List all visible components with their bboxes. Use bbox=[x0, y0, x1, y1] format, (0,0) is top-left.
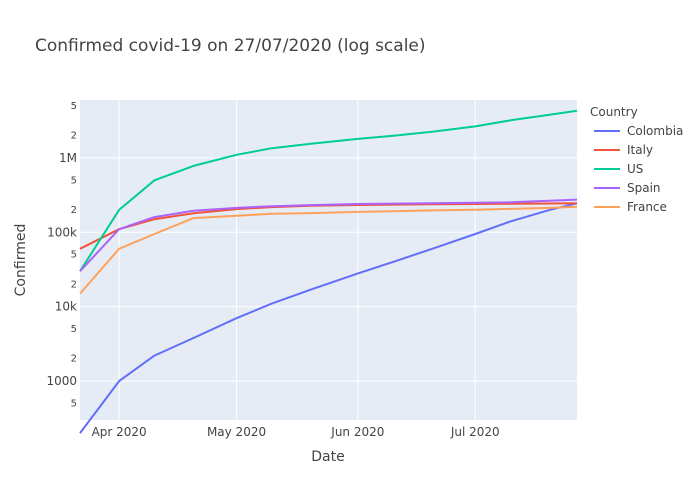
x-tick-labels: Apr 2020 May 2020 Jun 2020 Jul 2020 bbox=[92, 425, 500, 439]
y-tick-label: 1000 bbox=[46, 374, 77, 388]
y-minor-tick-label: 2 bbox=[71, 130, 77, 141]
series-line-spain bbox=[79, 198, 578, 272]
legend-title: Country bbox=[590, 105, 638, 119]
series-line-france bbox=[79, 205, 578, 295]
y-tick-label: 100k bbox=[47, 225, 77, 239]
legend-item-us[interactable]: US bbox=[627, 162, 643, 176]
grid bbox=[80, 100, 577, 420]
y-minor-tick-label: 5 bbox=[71, 250, 77, 261]
legend-item-spain[interactable]: Spain bbox=[627, 181, 661, 195]
legend-item-colombia[interactable]: Colombia bbox=[627, 124, 683, 138]
x-tick-label: Apr 2020 bbox=[92, 425, 147, 439]
legend-item-france[interactable]: France bbox=[627, 200, 667, 214]
x-tick-label: Jul 2020 bbox=[450, 425, 500, 439]
x-tick-label: May 2020 bbox=[207, 425, 266, 439]
y-minor-tick-label: 2 bbox=[71, 205, 77, 216]
y-minor-tick-label: 5 bbox=[71, 324, 77, 335]
legend[interactable]: Country Colombia Italy US Spain France bbox=[590, 105, 683, 214]
x-axis-title: Date bbox=[311, 449, 344, 465]
plot-area bbox=[80, 100, 577, 420]
legend-item-italy[interactable]: Italy bbox=[627, 143, 653, 157]
y-minor-tick-label: 2 bbox=[71, 279, 77, 290]
y-minor-tick-label: 2 bbox=[71, 354, 77, 365]
y-tick-label: 1M bbox=[59, 151, 77, 165]
y-minor-tick-label: 5 bbox=[71, 398, 77, 409]
series-lines bbox=[79, 109, 578, 434]
series-line-colombia bbox=[79, 202, 578, 434]
x-tick-label: Jun 2020 bbox=[330, 425, 384, 439]
y-minor-tick-label: 5 bbox=[71, 101, 77, 112]
y-tick-labels: 1000 10k 100k 1M 5 2 5 2 5 2 5 2 5 bbox=[46, 101, 77, 410]
y-minor-tick-label: 5 bbox=[71, 175, 77, 186]
series-line-us bbox=[79, 109, 578, 272]
y-axis-title: Confirmed bbox=[13, 224, 29, 297]
chart-title: Confirmed covid-19 on 27/07/2020 (log sc… bbox=[35, 36, 426, 56]
y-tick-label: 10k bbox=[55, 300, 77, 314]
